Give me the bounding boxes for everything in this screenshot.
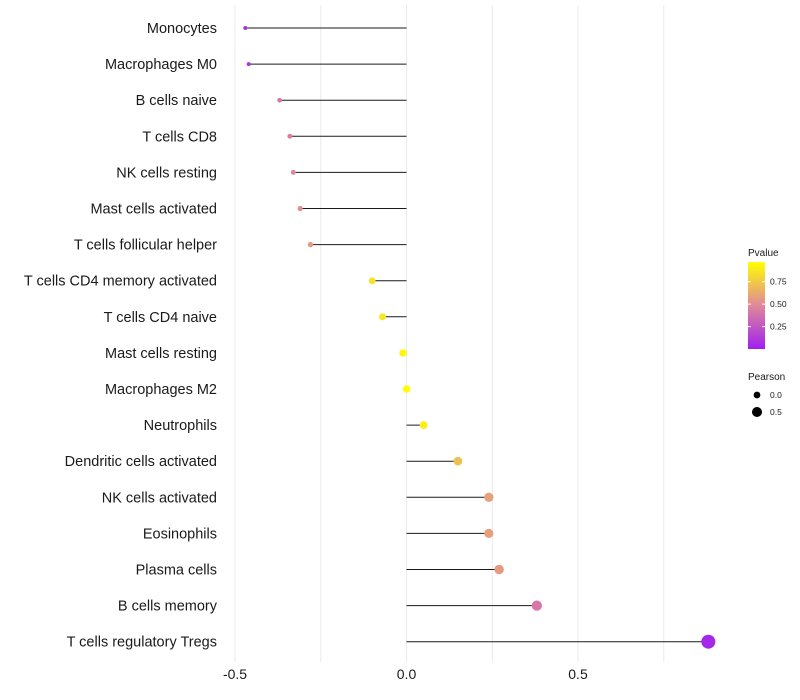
point-14 (484, 528, 494, 539)
color-legend: Pvalue 0.25 0.50 0.75 (748, 248, 787, 349)
category-label-16: B cells memory (118, 599, 218, 615)
category-label-7: T cells CD4 memory activated (24, 274, 217, 290)
x-tick-label-0: -0.5 (223, 666, 247, 682)
size-legend-point-1 (751, 406, 763, 418)
point-3 (287, 133, 293, 139)
category-label-3: T cells CD8 (142, 129, 217, 145)
category-label-6: T cells follicular helper (74, 238, 217, 254)
points (243, 26, 716, 649)
category-label-14: Eosinophils (143, 526, 217, 542)
point-2 (277, 97, 282, 103)
category-label-11: Neutrophils (144, 418, 217, 434)
point-5 (297, 205, 303, 212)
point-16 (531, 600, 542, 611)
size-legend-point-0 (753, 391, 761, 399)
color-legend-ticks: 0.25 0.50 0.75 (748, 277, 787, 332)
category-label-5: Mast cells activated (90, 202, 217, 218)
y-axis-labels: Monocytes Macrophages M0 B cells naive T ce… (24, 21, 218, 651)
point-1 (246, 62, 251, 67)
x-tick-label-2: 0.5 (568, 666, 588, 682)
color-legend-bar (748, 262, 765, 349)
color-legend-label-2: 0.75 (770, 277, 787, 287)
category-label-17: T cells regulatory Tregs (67, 635, 217, 651)
point-9 (399, 349, 407, 357)
category-label-2: B cells naive (136, 93, 217, 109)
category-label-1: Macrophages M0 (105, 57, 217, 73)
point-0 (243, 26, 248, 30)
category-label-15: Plasma cells (136, 563, 217, 579)
color-legend-label-0: 0.25 (770, 322, 787, 332)
point-11 (419, 421, 428, 430)
size-legend-title: Pearson (748, 372, 785, 383)
point-6 (307, 241, 314, 248)
size-legend-items: 0.0 0.5 (751, 390, 782, 418)
point-10 (402, 385, 411, 393)
point-4 (290, 169, 296, 175)
category-label-12: Dendritic cells activated (65, 454, 217, 470)
color-legend-label-1: 0.50 (770, 299, 787, 309)
grid (234, 5, 665, 662)
point-17 (701, 634, 716, 649)
x-axis-ticks: -0.5 0.0 0.5 (223, 666, 588, 682)
stems (245, 27, 709, 643)
category-label-0: Monocytes (147, 21, 217, 37)
category-label-10: Macrophages M2 (105, 382, 217, 398)
color-legend-title: Pvalue (748, 248, 779, 259)
category-label-8: T cells CD4 naive (104, 310, 217, 326)
point-8 (379, 313, 386, 321)
point-13 (484, 492, 494, 502)
point-7 (368, 277, 376, 285)
size-legend: Pearson 0.0 0.5 (748, 372, 785, 418)
size-legend-label-0: 0.0 (770, 390, 782, 400)
category-label-13: NK cells activated (102, 490, 217, 506)
size-legend-label-1: 0.5 (770, 407, 782, 417)
category-label-4: NK cells resting (116, 165, 217, 181)
point-15 (494, 564, 504, 575)
x-tick-label-1: 0.0 (397, 666, 417, 682)
point-12 (453, 456, 463, 466)
category-label-9: Mast cells resting (105, 346, 217, 362)
